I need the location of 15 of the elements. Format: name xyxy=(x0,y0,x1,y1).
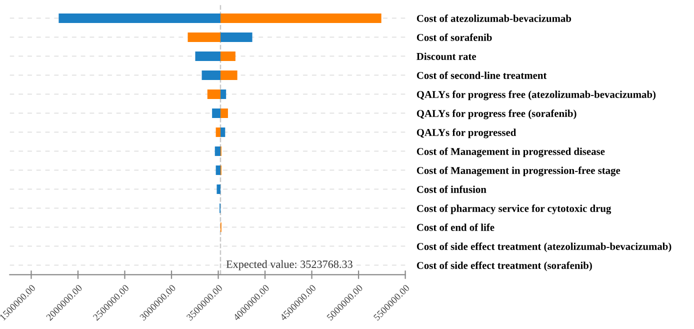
y-tick-label: Cost of Management in progressed disease xyxy=(416,148,605,158)
y-tick-label: QALYs for progressed xyxy=(416,128,516,138)
y-tick-label: Cost of side effect treatment (sorafenib) xyxy=(416,262,592,272)
y-tick-label: Cost of Management in progression-free stage xyxy=(416,166,620,176)
y-tick-label: Discount rate xyxy=(416,52,476,60)
y-tick-label: QALYs for progress free (sorafenib) xyxy=(416,110,576,120)
y-tick-label: Cost of atezolizumab-bevacizumab xyxy=(416,14,572,22)
y-tick-label: Cost of infusion xyxy=(416,186,486,193)
y-tick-label: Cost of end of life xyxy=(416,224,494,231)
y-tick-label: Cost of side effect treatment (atezolizumab-bevacizumab) xyxy=(416,242,672,252)
y-tick-label: QALYs for progress free (atezolizumab-bevacizumab) xyxy=(416,90,656,100)
y-tick-label: Cost of sorafenib xyxy=(416,34,492,41)
y-tick-label: Cost of second-line treatment xyxy=(416,72,547,79)
ref-line-label: Expected value: 3523768.33 xyxy=(226,260,352,270)
y-tick-label: Cost of pharmacy service for cytotoxic drug xyxy=(416,204,612,214)
